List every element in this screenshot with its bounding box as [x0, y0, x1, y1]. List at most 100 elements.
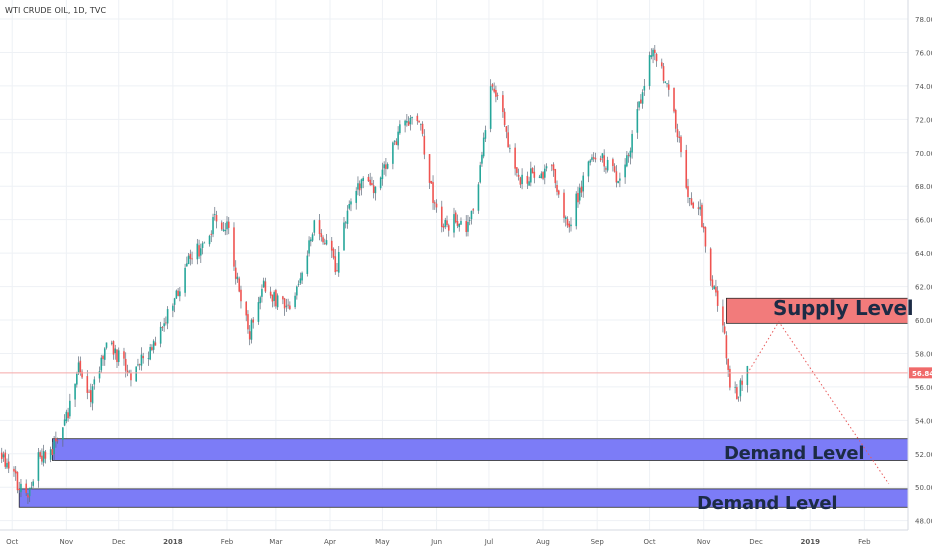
y-tick-label: 60.00	[915, 317, 932, 325]
candle-body	[440, 206, 443, 227]
y-tick-label: 66.00	[915, 217, 932, 225]
candle-body	[114, 348, 117, 354]
candle-body	[538, 176, 541, 178]
overlay-layer: 56.84	[0, 320, 932, 485]
candle-body	[344, 222, 347, 224]
x-tick-label: Nov	[60, 538, 74, 546]
candle-body	[564, 217, 567, 220]
x-tick-label: 2018	[163, 538, 183, 546]
candle-body	[472, 209, 475, 211]
candle-body	[222, 229, 225, 231]
candle-body	[159, 326, 162, 344]
candle-body	[423, 135, 426, 155]
candle-body	[313, 220, 316, 233]
candle-body	[704, 227, 707, 247]
candle-body	[203, 242, 206, 244]
candle-body	[161, 327, 164, 328]
candle-body	[381, 169, 384, 179]
candle-body	[323, 243, 326, 245]
x-tick-label: Jul	[484, 538, 494, 546]
candle-body	[123, 351, 125, 359]
candle-body	[530, 168, 532, 183]
candle-body	[289, 305, 291, 310]
candle-body	[297, 283, 300, 285]
candle-body	[688, 198, 691, 199]
candle-body	[676, 129, 679, 138]
candle-body	[142, 355, 144, 359]
y-tick-label: 58.00	[915, 350, 932, 358]
candle-body	[507, 132, 509, 148]
y-tick-label: 64.00	[915, 250, 932, 258]
candle-body	[65, 411, 68, 422]
candle-body	[528, 181, 530, 186]
candle-body	[259, 297, 261, 304]
candle-body	[154, 342, 157, 346]
candle-body	[433, 202, 436, 204]
candle-body	[276, 295, 279, 308]
candle-body	[62, 427, 64, 440]
candle-body	[716, 290, 719, 306]
candle-body	[746, 366, 749, 386]
candle-body	[447, 225, 450, 231]
candle-body	[701, 204, 703, 227]
candle-body	[187, 255, 190, 265]
candle-body	[404, 120, 406, 126]
candle-body	[517, 174, 520, 177]
candle-body	[208, 235, 211, 245]
candle-body	[93, 379, 96, 385]
candle-body	[264, 281, 267, 292]
x-tick-label: Dec	[749, 538, 763, 546]
candle-body	[37, 452, 40, 481]
supply-level-label: Supply Level	[773, 296, 914, 320]
candle-body	[392, 142, 394, 164]
candle-body	[287, 304, 289, 306]
candle-body	[723, 326, 726, 334]
candle-body	[126, 370, 129, 374]
candle-body	[603, 155, 605, 167]
candle-body	[601, 153, 604, 159]
candle-body	[238, 278, 241, 292]
candle-body	[734, 386, 736, 388]
candle-body	[105, 342, 108, 348]
candle-body	[697, 207, 700, 209]
candle-body	[140, 354, 143, 366]
candle-body	[166, 309, 169, 324]
candle-body	[25, 483, 27, 494]
candle-body	[172, 305, 174, 311]
candle-body	[337, 251, 340, 273]
candle-body	[215, 214, 218, 222]
last-price-badge	[909, 367, 932, 379]
candle-body	[196, 243, 199, 260]
candle-body	[175, 290, 178, 299]
candle-body	[100, 357, 103, 371]
y-tick-label: 76.00	[915, 49, 932, 57]
candle-body	[371, 183, 373, 186]
candle-body	[0, 452, 3, 460]
candle-body	[189, 253, 192, 259]
candle-body	[294, 295, 296, 308]
candle-body	[624, 164, 626, 178]
candle-body	[554, 169, 557, 184]
candle-body	[372, 185, 375, 193]
x-tick-label: Dec	[112, 538, 126, 546]
candle-body	[416, 115, 419, 122]
candle-body	[51, 449, 54, 456]
candle-body	[430, 181, 433, 184]
candle-body	[165, 322, 167, 324]
candle-body	[245, 301, 248, 316]
candle-body	[44, 451, 47, 459]
candle-body	[224, 230, 227, 232]
candle-body	[110, 342, 113, 344]
candle-body	[362, 177, 364, 181]
candle-body	[465, 221, 468, 233]
candle-body	[582, 175, 585, 192]
candle-body	[184, 267, 186, 293]
candle-body	[135, 366, 137, 382]
candle-body	[654, 49, 656, 54]
candle-body	[226, 221, 228, 230]
x-tick-label: Mar	[269, 538, 282, 546]
candle-body	[636, 109, 639, 133]
candle-body	[98, 371, 101, 379]
candle-body	[722, 306, 724, 326]
